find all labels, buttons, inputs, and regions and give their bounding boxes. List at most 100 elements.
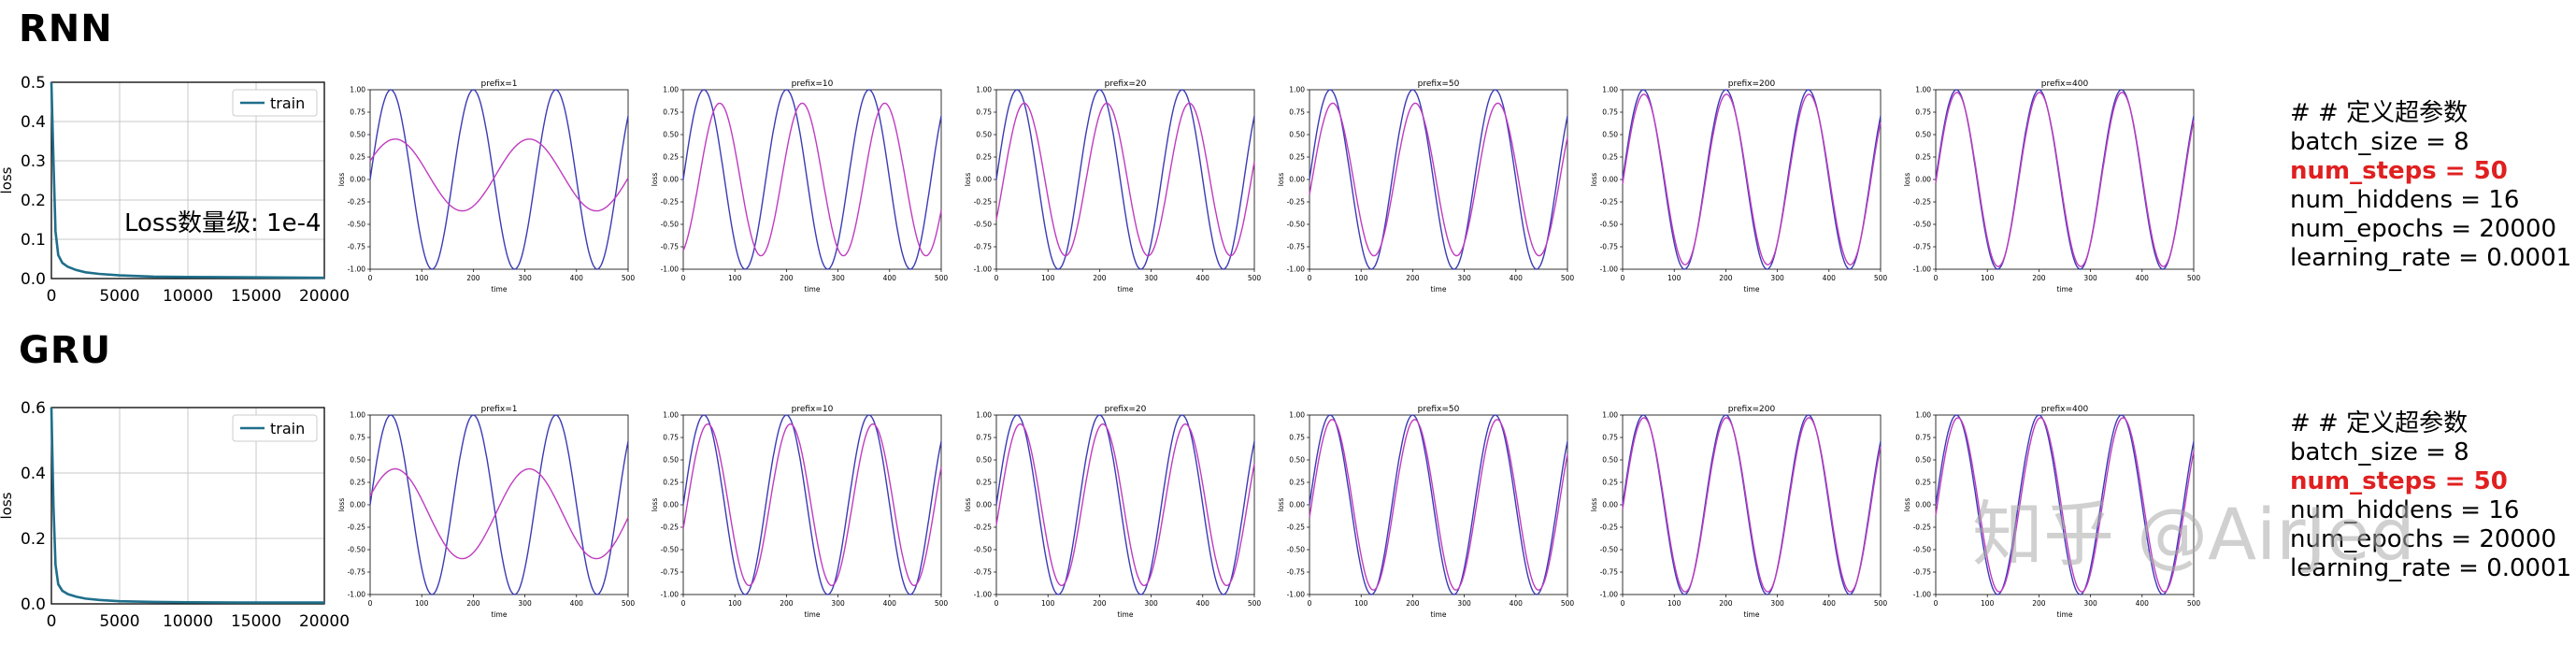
x-tick-label: 400 [570,274,584,282]
x-tick-label: 20000 [299,612,350,631]
y-tick-label: -0.75 [1600,568,1619,577]
prediction-series-line [1622,417,1882,593]
rnn-loss-chart: 0 5000 10000 15000 20000 0.0 0.1 0.2 0.3 0.4 0.5 lo… [0,71,350,314]
y-tick-label: 0.2 [21,530,46,549]
plot-frame [1935,414,2195,595]
x-tick-label: 300 [518,599,532,608]
chart-title: prefix=50 [1418,79,1460,89]
y-tick-label: 0.75 [1602,108,1618,117]
x-tick-label: 0 [681,599,686,608]
x-tick-label: 400 [1510,599,1524,608]
prediction-series-line [369,467,629,560]
x-tick-label: 0 [47,287,57,306]
y-tick-label: 1.00 [1602,86,1618,94]
y-tick-label: 0.75 [663,108,679,117]
plot-frame [682,89,942,270]
x-tick-label: 500 [1874,274,1888,282]
y-tick-label: 1.00 [976,411,992,420]
rnn-prefix-400-chart: prefix=400 0 100 200 300 400 500 -1.00 -0.75 -0.5… [1903,77,2203,320]
y-axis-label: loss [1903,498,1911,512]
x-tick-label: 200 [1093,274,1107,282]
y-tick-label: -1.00 [1287,265,1306,274]
y-tick-label: 0.50 [663,456,679,465]
gru-prefix-200-chart: prefix=200 0 100 200 300 400 500 -1.00 -0.75 -0.5… [1590,402,1890,645]
x-axis-label: time [1118,285,1134,294]
rnn-prefix-20-chart-svg: prefix=20 0 100 200 300 400 500 -1.00 -0.75 -0.50… [964,79,1261,294]
x-axis-label: time [805,285,821,294]
chart-title: prefix=400 [2041,405,2089,414]
chart-title: prefix=200 [1728,79,1776,89]
x-tick-label: 0 [47,612,57,631]
x-tick-label: 200 [780,599,794,608]
y-tick-label: 0.00 [663,501,679,509]
y-tick-label: 0.75 [350,108,365,117]
x-tick-label: 500 [622,274,636,282]
x-axis-label: time [492,285,508,294]
x-axis-label: time [805,610,821,619]
y-tick-label: 0.0 [21,595,46,614]
target-series-line [1309,89,1568,270]
x-tick-label: 100 [1041,599,1055,608]
param-line: num_hiddens = 16 [2290,496,2520,524]
x-tick-label: 400 [883,599,897,608]
x-tick-label: 300 [1144,599,1158,608]
y-axis-label: loss [651,173,659,187]
y-tick-label: 0.50 [1289,131,1305,139]
x-tick-label: 100 [728,599,742,608]
y-tick-label: -1.00 [1913,591,1932,599]
x-tick-label: 200 [1093,599,1107,608]
rnn-prefix-200-chart-svg: prefix=200 0 100 200 300 400 500 -1.00 -0.75 -0.5… [1590,79,1888,294]
prediction-series-line [682,423,942,587]
x-tick-label: 400 [883,274,897,282]
x-tick-label: 100 [1981,599,1995,608]
target-series-line [1622,414,1882,595]
y-axis-label: loss [964,173,972,187]
y-tick-label: 0.1 [21,231,46,250]
gru-prefix-20-chart: prefix=20 0 100 200 300 400 500 -1.00 -0.75 -0.50… [964,402,1264,645]
y-tick-label: -0.25 [661,198,680,207]
gru-loss-chart-svg: 0 5000 10000 15000 20000 0.0 0.2 0.4 0.6 loss trai… [0,399,350,631]
y-axis-label: loss [0,492,15,519]
plot-frame [50,407,325,605]
y-tick-label: -0.75 [1913,243,1932,251]
x-tick-label: 500 [2187,274,2201,282]
y-tick-label: 0.25 [1602,479,1618,487]
gru-hyperparameters: # # 定义超参数 batch_size = 8 num_steps = 50 … [2290,409,2571,583]
y-tick-label: -0.25 [348,523,366,532]
x-tick-label: 15000 [231,287,281,306]
target-series-line [1935,89,2195,270]
x-tick-label: 400 [1823,599,1837,608]
y-tick-label: -0.25 [348,198,366,207]
x-tick-label: 300 [1770,274,1784,282]
y-tick-label: -0.50 [1287,546,1306,554]
param-line: num_steps = 50 [2290,157,2508,185]
x-axis-label: time [1744,285,1760,294]
rnn-prefix-1-chart-svg: prefix=1 0 100 200 300 400 500 -1.00 -0.75 -0.50 -… [337,79,636,294]
y-tick-label: -0.25 [1600,198,1619,207]
y-tick-label: 0.25 [350,479,365,487]
plot-frame [1622,414,1882,595]
prediction-series-line [1935,92,2195,267]
y-tick-label: 1.00 [1602,411,1618,420]
y-tick-label: -0.25 [1287,198,1306,207]
legend-box [232,414,318,442]
gru-prefix-20-chart-svg: prefix=20 0 100 200 300 400 500 -1.00 -0.75 -0.50… [964,405,1261,619]
prediction-series-line [995,102,1255,257]
y-tick-label: 0.50 [976,456,992,465]
y-tick-label: 0.4 [21,113,46,132]
y-tick-label: 0.25 [1289,479,1305,487]
x-tick-label: 10000 [163,612,213,631]
x-tick-label: 20000 [299,287,350,306]
x-tick-label: 100 [1667,599,1682,608]
param-line: batch_size = 8 [2290,438,2469,466]
gru-prefix-400-chart: prefix=400 0 100 200 300 400 500 -1.00 -0.75 -0.5… [1903,402,2203,645]
gru-prefix-50-chart: prefix=50 0 100 200 300 400 500 -1.00 -0.75 -0.50… [1277,402,1577,645]
x-tick-label: 400 [2136,274,2150,282]
y-tick-label: -0.50 [974,221,993,229]
x-tick-label: 500 [622,599,636,608]
y-tick-label: -0.75 [974,568,993,577]
x-tick-label: 0 [1934,274,1939,282]
param-line: # # 定义超参数 [2290,99,2469,127]
x-tick-label: 200 [466,274,480,282]
y-tick-label: 0.50 [350,456,365,465]
